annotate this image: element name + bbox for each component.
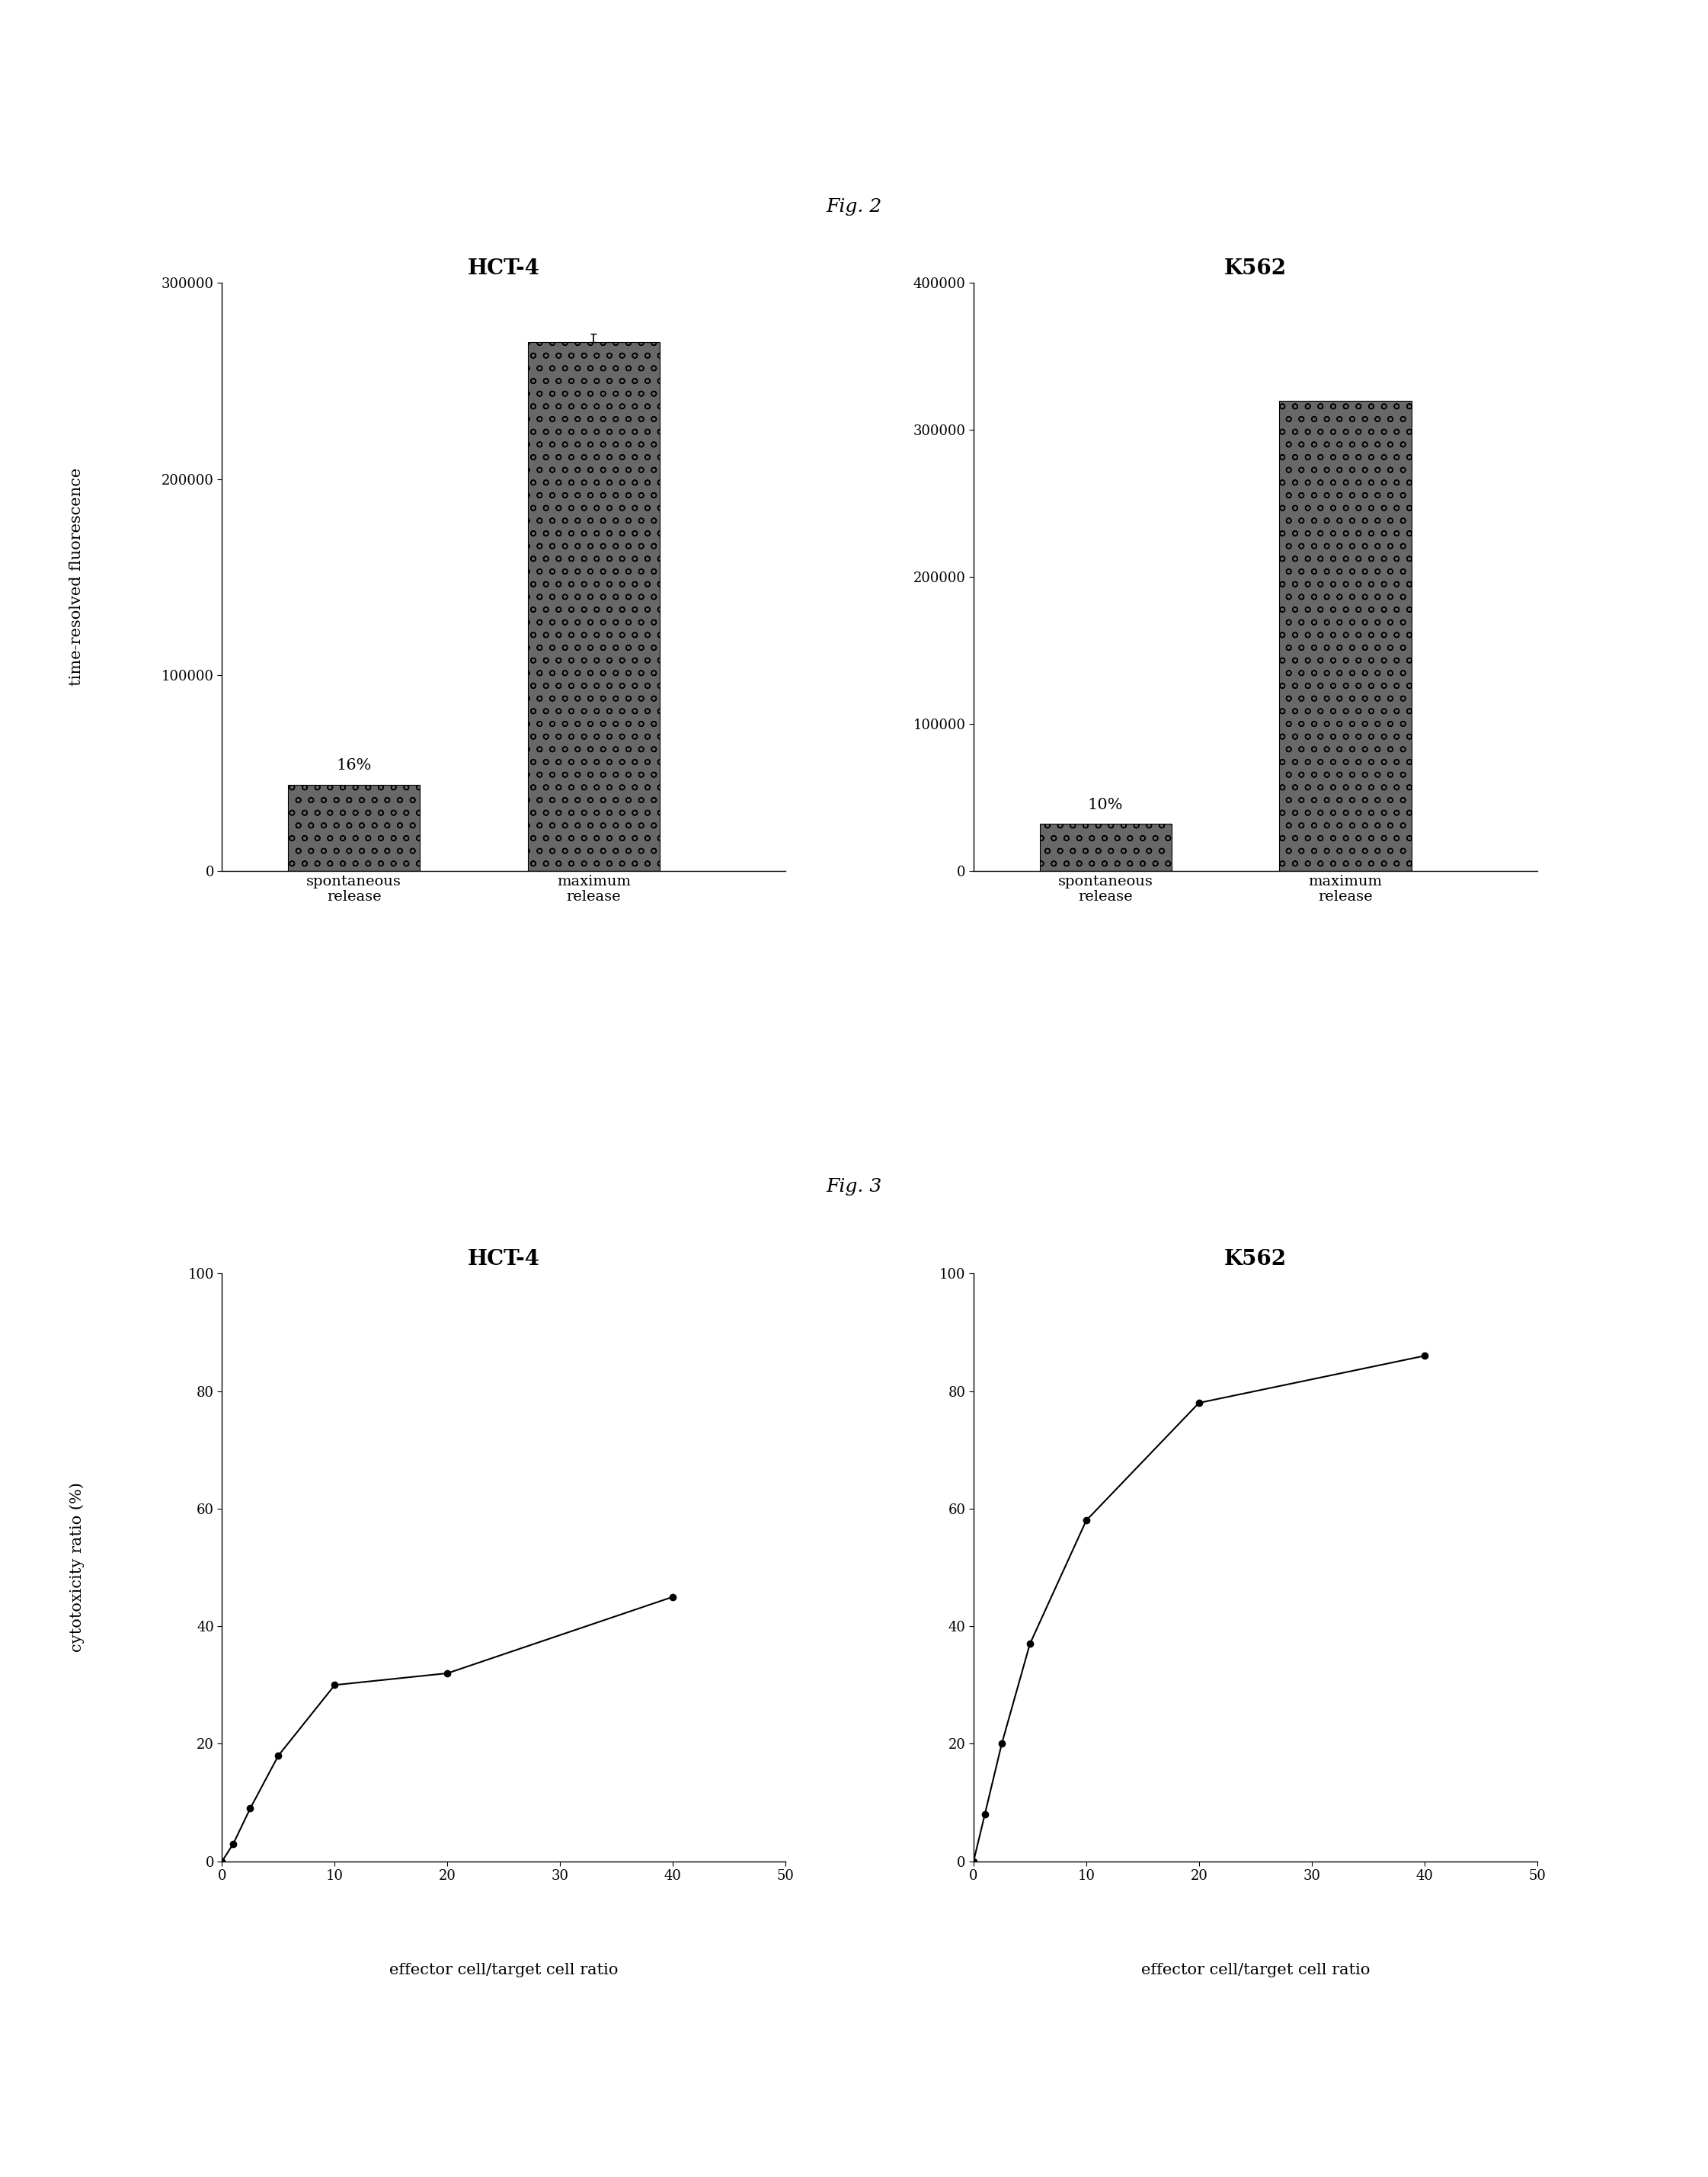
Text: Fig. 3: Fig. 3 xyxy=(827,1178,881,1195)
Text: 10%: 10% xyxy=(1088,797,1124,812)
Text: time-resolved fluorescence: time-resolved fluorescence xyxy=(70,468,84,686)
Title: HCT-4: HCT-4 xyxy=(468,1250,540,1269)
Text: Fig. 2: Fig. 2 xyxy=(827,198,881,216)
Text: effector cell/target cell ratio: effector cell/target cell ratio xyxy=(1141,1964,1370,1977)
Text: effector cell/target cell ratio: effector cell/target cell ratio xyxy=(389,1964,618,1977)
Bar xyxy=(289,784,420,871)
Title: K562: K562 xyxy=(1225,1250,1286,1269)
Title: HCT-4: HCT-4 xyxy=(468,259,540,279)
Bar xyxy=(1040,823,1172,871)
Bar xyxy=(1279,401,1411,871)
Title: K562: K562 xyxy=(1225,259,1286,279)
Text: 16%: 16% xyxy=(336,758,372,773)
Bar xyxy=(528,342,659,871)
Text: cytotoxicity ratio (%): cytotoxicity ratio (%) xyxy=(70,1483,84,1652)
